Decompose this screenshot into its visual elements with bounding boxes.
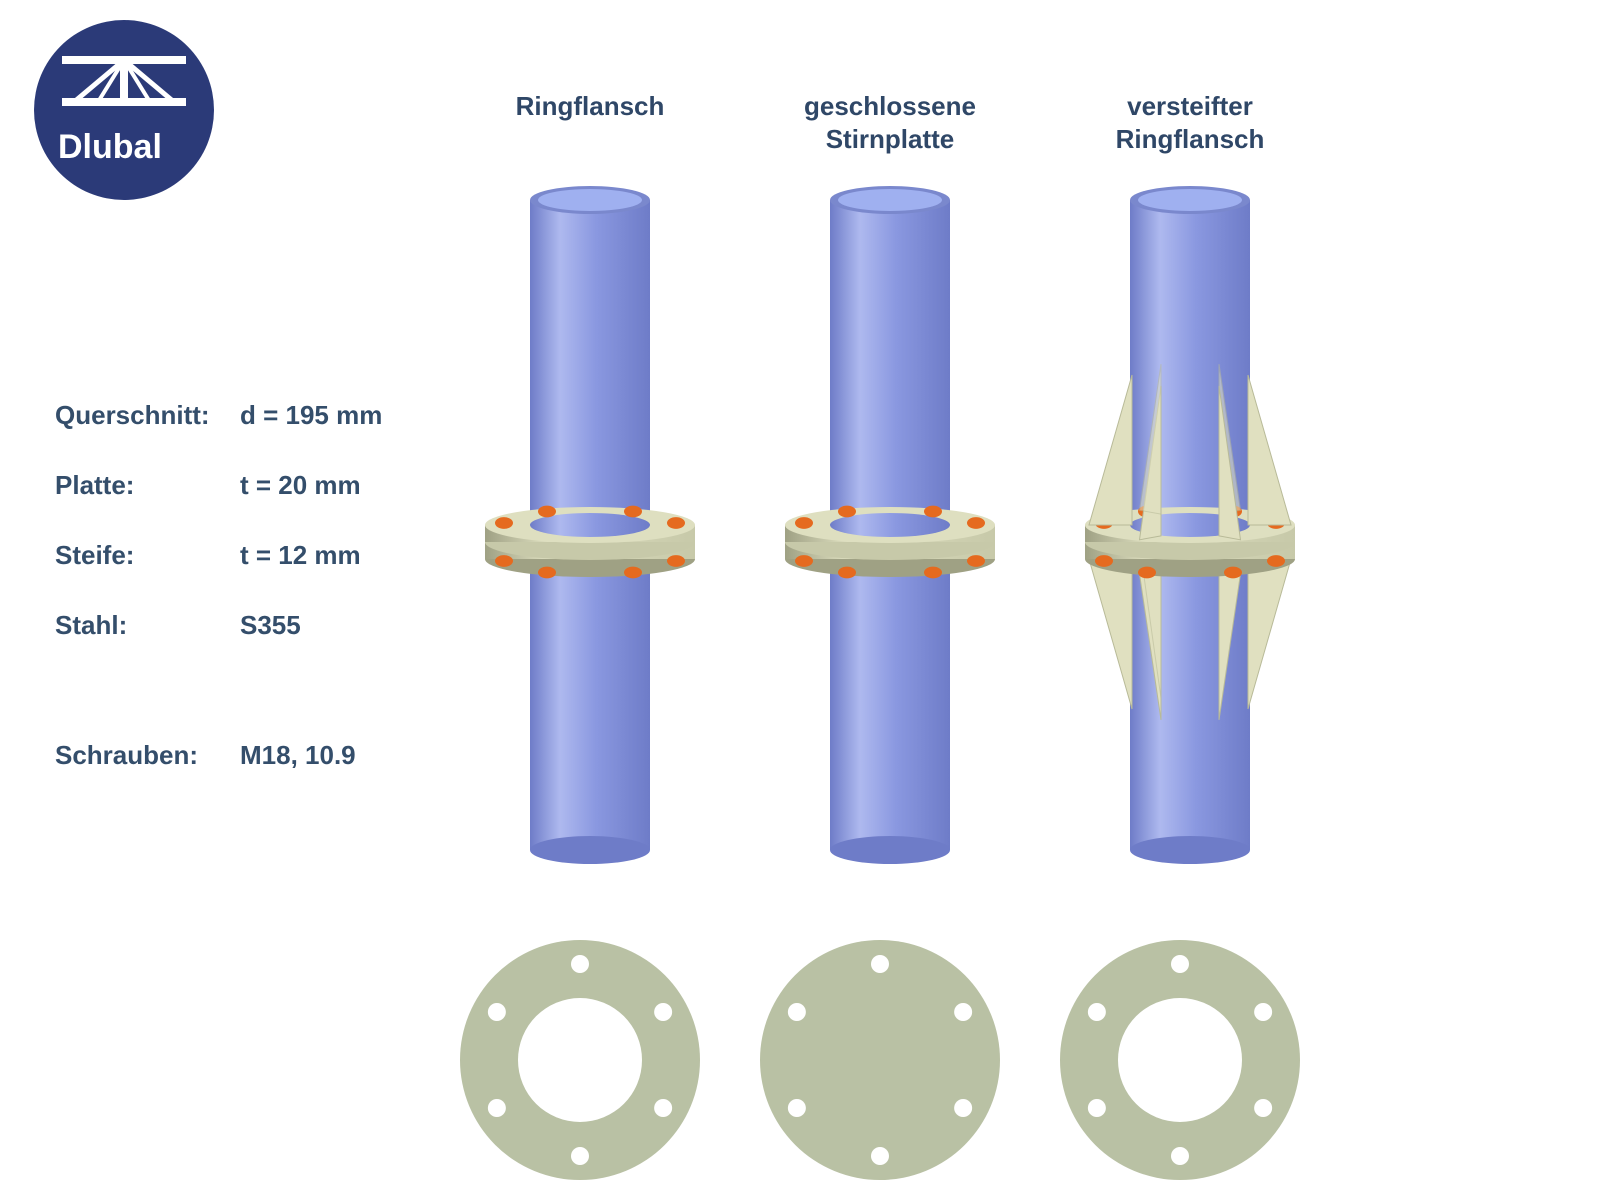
param-value: M18, 10.9 [240, 740, 356, 771]
param-label: Querschnitt: [55, 400, 210, 431]
assembly-stiffened [1030, 160, 1350, 880]
param-value: t = 12 mm [240, 540, 361, 571]
param-label: Steife: [55, 540, 134, 571]
param-label: Platte: [55, 470, 134, 501]
param-label: Schrauben: [55, 740, 198, 771]
param-label: Stahl: [55, 610, 127, 641]
param-value: d = 195 mm [240, 400, 382, 431]
plate-top-view [750, 930, 1010, 1190]
param-value: S355 [240, 610, 301, 641]
assembly [430, 160, 750, 880]
logo-bridge-icon [58, 50, 190, 120]
plate-top-view [450, 930, 710, 1190]
column-title: versteifter Ringflansch [1040, 90, 1340, 155]
assembly [730, 160, 1050, 880]
column-title: Ringflansch [440, 90, 740, 123]
column-title: geschlossene Stirnplatte [740, 90, 1040, 155]
param-value: t = 20 mm [240, 470, 361, 501]
logo-text: Dlubal [58, 128, 162, 167]
plate-top-view [1050, 930, 1310, 1190]
